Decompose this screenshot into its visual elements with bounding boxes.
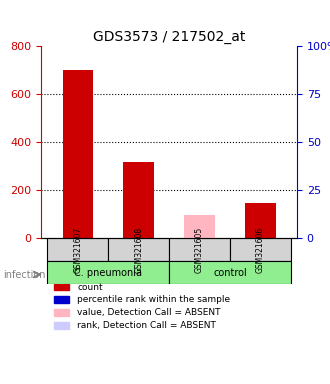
Text: GSM321606: GSM321606 [256,227,265,273]
Text: GSM321607: GSM321607 [73,227,82,273]
FancyBboxPatch shape [169,238,230,261]
Bar [54,283,69,291]
FancyBboxPatch shape [47,261,169,284]
Text: rank, Detection Call = ABSENT: rank, Detection Call = ABSENT [77,321,216,329]
Text: count: count [77,283,103,291]
Text: percentile rank within the sample: percentile rank within the sample [77,295,230,304]
FancyBboxPatch shape [47,238,108,261]
Text: GSM321608: GSM321608 [134,227,143,273]
Bar [54,309,69,316]
Title: GDS3573 / 217502_at: GDS3573 / 217502_at [93,30,245,44]
Text: value, Detection Call = ABSENT: value, Detection Call = ABSENT [77,308,220,317]
Bar [63,70,93,238]
Text: C. pneumonia: C. pneumonia [74,268,142,278]
Bar [54,296,69,303]
Bar [123,162,154,238]
FancyBboxPatch shape [230,238,291,261]
FancyBboxPatch shape [108,238,169,261]
Text: infection: infection [3,270,46,280]
Bar [184,215,215,238]
Text: control: control [213,268,247,278]
Bar [54,322,69,329]
Bar [245,203,276,238]
FancyBboxPatch shape [169,261,291,284]
Text: GSM321605: GSM321605 [195,227,204,273]
